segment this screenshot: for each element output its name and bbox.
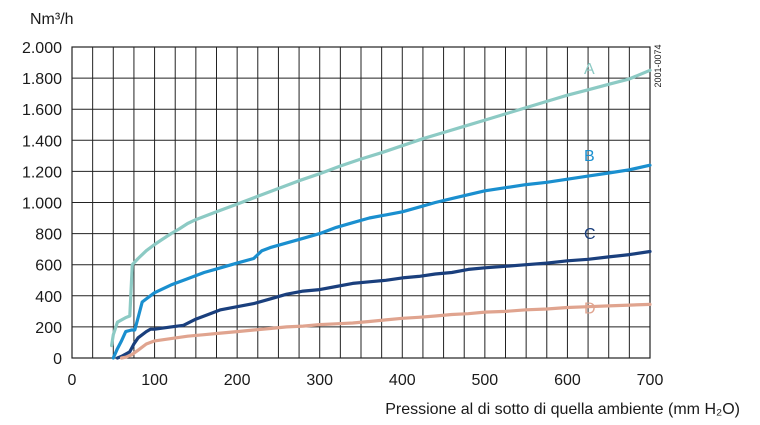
plot-frame <box>71 46 651 359</box>
x-tick-label: 600 <box>554 372 581 389</box>
y-tick-label: 400 <box>35 289 62 306</box>
series-line-B <box>111 163 652 360</box>
x-tick-label: 700 <box>637 372 664 389</box>
y-axis-title: Nm³/h <box>30 11 74 28</box>
y-tick-label: 200 <box>35 320 62 337</box>
series-label-D: D <box>584 301 596 318</box>
y-tick-label: 800 <box>35 227 62 244</box>
x-axis-title: Pressione al di sotto di quella ambiente… <box>385 401 740 418</box>
x-tick-label: 0 <box>68 372 77 389</box>
series-label-A: A <box>584 61 595 78</box>
y-tick-label: 2.000 <box>22 40 62 57</box>
x-tick-label: 100 <box>141 372 168 389</box>
series-label-C: C <box>584 226 596 243</box>
y-tick-label: 1.800 <box>22 71 62 88</box>
y-tick-label: 600 <box>35 258 62 275</box>
series-layer <box>110 68 652 360</box>
grid <box>71 46 651 359</box>
y-tick-label: 1.000 <box>22 196 62 213</box>
y-tick-label: 1.200 <box>22 164 62 181</box>
x-tick-label: 300 <box>306 372 333 389</box>
y-tick-label: 1.600 <box>22 102 62 119</box>
x-tick-label: 200 <box>224 372 251 389</box>
figure-code: 2001-0074 <box>653 44 663 87</box>
series-line-D <box>119 302 652 360</box>
y-tick-label: 0 <box>53 351 62 368</box>
tick-labels: 0 200 400 600 800 1.000 1.200 1.400 1.600 1.800 2.… <box>22 40 663 389</box>
series-labels: A B C D <box>584 61 596 317</box>
y-tick-label: 1.400 <box>22 133 62 150</box>
series-line-A <box>110 68 652 348</box>
series-line-C <box>115 249 652 360</box>
x-tick-label: 400 <box>389 372 416 389</box>
series-label-B: B <box>584 148 595 165</box>
x-tick-label: 500 <box>472 372 499 389</box>
